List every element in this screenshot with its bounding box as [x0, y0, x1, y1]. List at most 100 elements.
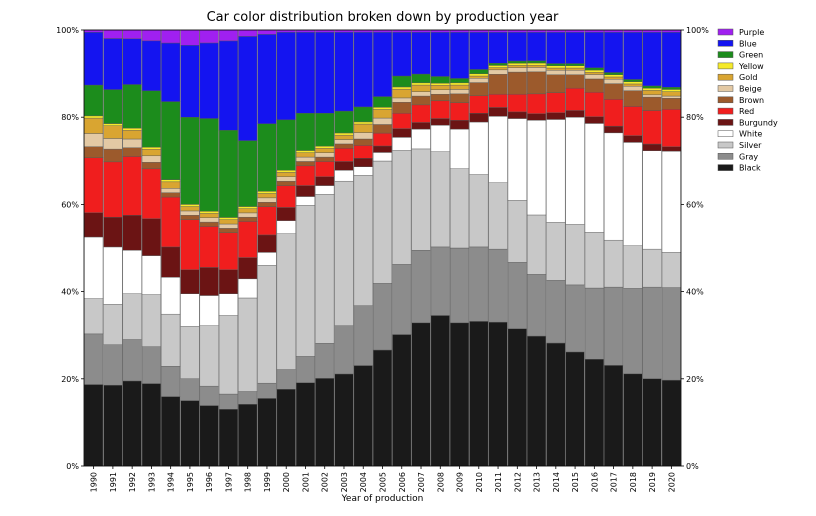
- bar-brown-2000: [276, 180, 296, 186]
- bar-red-2001: [295, 165, 316, 186]
- bar-brown-1994: [161, 192, 181, 198]
- bar-beige-1998: [238, 212, 258, 218]
- bar-gray-2008: [430, 246, 450, 316]
- bar-black-2020: [661, 379, 681, 467]
- x-tick-label: 2005: [379, 472, 388, 492]
- bar-yellow-2000: [276, 170, 296, 173]
- bar-black-1993: [141, 383, 161, 467]
- bar-black-1996: [199, 405, 219, 467]
- bar-gold-1991: [103, 125, 123, 139]
- bar-black-1991: [103, 384, 123, 467]
- bar-burgundy-1998: [238, 257, 258, 280]
- bar-burgundy-2020: [661, 146, 681, 152]
- bar-gold-2018: [623, 83, 643, 87]
- bar-black-2007: [411, 322, 431, 467]
- bar-gray-2007: [411, 249, 431, 324]
- bar-white-2007: [411, 128, 431, 150]
- bar-silver-2008: [430, 151, 450, 248]
- bar-gold-2013: [527, 65, 547, 68]
- bar-black-2010: [469, 321, 489, 467]
- bar-yellow-2010: [469, 73, 489, 77]
- bar-black-2011: [488, 321, 508, 467]
- bar-beige-1993: [141, 155, 161, 163]
- bar-red-2003: [334, 148, 354, 162]
- bar-black-2014: [546, 342, 566, 467]
- bar-burgundy-2000: [276, 207, 296, 221]
- bar-white-2010: [469, 121, 489, 175]
- bar-red-2020: [661, 109, 681, 147]
- bar-white-2014: [546, 119, 566, 223]
- bar-yellow-2015: [565, 65, 585, 69]
- bar-blue-2017: [604, 32, 624, 73]
- bar-brown-1999: [257, 202, 277, 207]
- bar-yellow-1990: [84, 115, 104, 119]
- bar-silver-1993: [141, 294, 161, 347]
- bar-brown-2002: [315, 156, 335, 162]
- bar-beige-2019: [642, 94, 662, 98]
- bar-gray-2018: [623, 288, 643, 375]
- bar-gold-2000: [276, 172, 296, 177]
- bar-brown-2012: [507, 71, 527, 95]
- legend-swatch-brown: [717, 96, 734, 104]
- bar-blue-2013: [527, 32, 547, 62]
- bar-purple-1997: [218, 29, 238, 42]
- bar-blue-1999: [257, 34, 277, 124]
- bar-red-2008: [430, 100, 450, 119]
- bar-black-2003: [334, 373, 354, 467]
- bar-blue-2016: [584, 32, 604, 69]
- bar-gray-1993: [141, 346, 161, 384]
- bar-purple-1993: [141, 29, 161, 42]
- bar-green-2010: [469, 69, 489, 75]
- x-tick-label: 2002: [321, 472, 330, 492]
- bar-red-1993: [141, 168, 161, 219]
- bar-blue-2010: [469, 31, 489, 70]
- bar-gray-2004: [353, 305, 373, 366]
- bar-silver-2016: [584, 232, 604, 289]
- bar-blue-2020: [661, 32, 681, 88]
- bar-beige-1990: [84, 133, 104, 147]
- bar-green-1997: [218, 130, 238, 218]
- bar-silver-2020: [661, 252, 681, 288]
- bar-brown-2019: [642, 96, 662, 111]
- bar-black-2008: [430, 315, 450, 467]
- bar-green-2001: [295, 113, 316, 151]
- bar-beige-2017: [604, 78, 624, 84]
- legend-swatch-purple: [717, 28, 734, 36]
- bar-silver-2015: [565, 224, 585, 286]
- bar-brown-1993: [141, 162, 161, 170]
- bar-yellow-2013: [527, 62, 547, 66]
- bar-silver-1996: [199, 325, 219, 387]
- bar-yellow-2006: [392, 86, 412, 90]
- bar-burgundy-2014: [546, 112, 566, 120]
- legend-swatch-green: [717, 51, 734, 58]
- bar-yellow-2008: [430, 82, 450, 86]
- bar-gray-1996: [199, 385, 219, 406]
- y-tick-label-right: 0%: [686, 462, 699, 471]
- x-tick-label: 2010: [475, 472, 484, 492]
- bar-brown-2016: [584, 78, 604, 93]
- legend-swatch-gray: [717, 153, 734, 160]
- bar-yellow-1993: [141, 146, 161, 150]
- bar-brown-2018: [623, 90, 643, 107]
- bar-green-2017: [604, 72, 624, 75]
- bar-beige-2011: [488, 69, 508, 75]
- bar-purple-1992: [122, 29, 142, 39]
- bar-black-2009: [449, 322, 470, 467]
- bar-yellow-1998: [238, 206, 258, 209]
- bar-black-2015: [565, 351, 585, 467]
- bar-blue-2008: [430, 32, 450, 77]
- bar-beige-2008: [430, 89, 450, 95]
- bar-red-2012: [507, 93, 527, 113]
- bar-yellow-1997: [218, 217, 238, 220]
- bar-white-2008: [430, 124, 450, 152]
- bar-red-2014: [546, 92, 566, 113]
- bar-gray-1999: [257, 382, 277, 399]
- bar-black-2017: [604, 365, 624, 467]
- bar-burgundy-2010: [469, 113, 489, 123]
- bar-red-2013: [527, 93, 547, 114]
- bar-beige-2014: [546, 70, 566, 75]
- bar-black-2001: [295, 382, 316, 467]
- bar-red-2004: [353, 145, 373, 159]
- bar-black-2016: [584, 359, 604, 467]
- bar-red-2000: [276, 185, 296, 208]
